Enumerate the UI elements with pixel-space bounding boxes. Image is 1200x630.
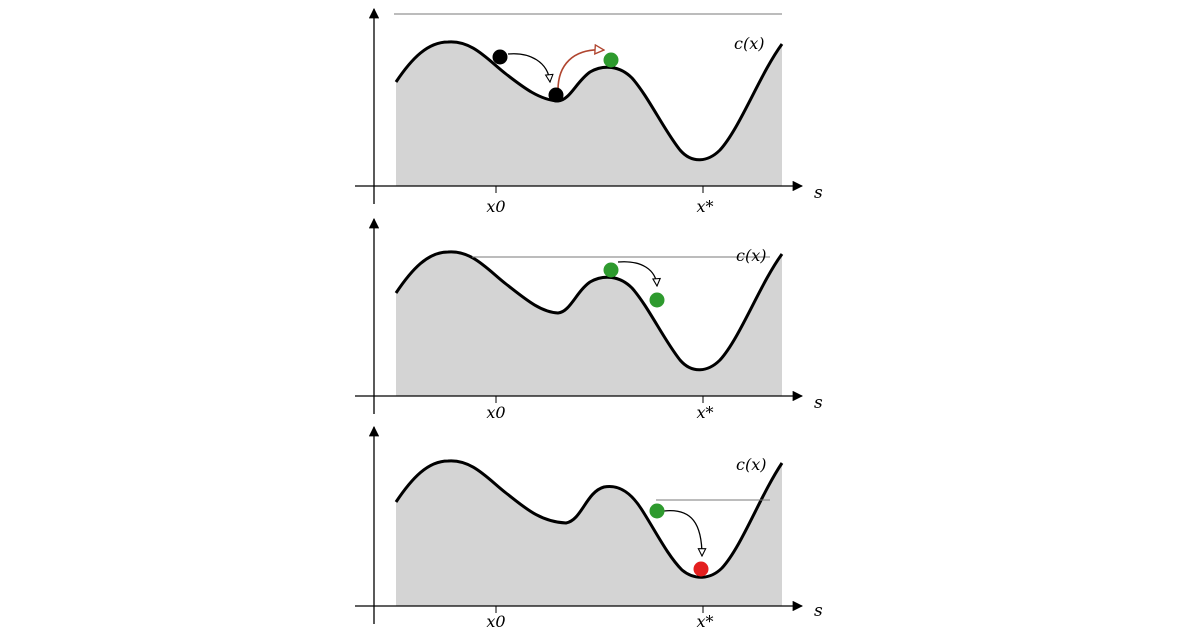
curve-label: c(x) [734,34,764,53]
ball-current [603,262,619,278]
ball-local-minimum [548,87,564,103]
ball-current [649,503,665,519]
panel-2: x0 x* s c(x) [355,217,823,422]
tick-label-x0: x0 [486,197,505,216]
descent-arrow [507,53,550,82]
ball-start [492,49,508,65]
ball-after-jump [603,52,619,68]
panel-1: x0 x* s c(x) [355,7,823,216]
cost-curve [394,250,784,372]
curve-label: c(x) [736,246,766,265]
ball-global-minimum [693,561,709,577]
landscape-fill [396,41,782,186]
landscape-fill [396,251,782,396]
tick-label-xstar: x* [696,197,713,216]
descent-arrow [663,510,702,556]
cost-curve [394,40,784,162]
tick-label-xstar: x* [696,403,713,422]
cost-curve [394,459,784,579]
uphill-jump-arrow [557,50,604,91]
axis-label-s: s [814,601,823,621]
panel-3: x0 x* s c(x) [355,425,823,630]
tick-label-x0: x0 [486,612,505,630]
landscape-fill [396,460,782,606]
descent-arrow [617,261,657,286]
tick-label-xstar: x* [696,612,713,630]
tick-label-x0: x0 [486,403,505,422]
axis-label-s: s [814,183,823,203]
curve-label: c(x) [736,455,766,474]
axis-label-s: s [814,393,823,413]
ball-next [649,292,665,308]
